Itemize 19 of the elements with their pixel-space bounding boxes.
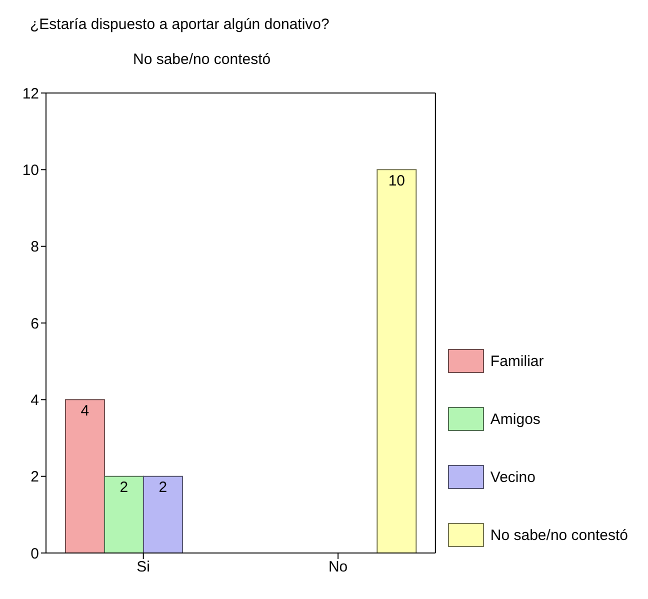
chart-subtitle: No sabe/no contestó: [132, 50, 272, 68]
legend-label: Familiar: [490, 352, 544, 370]
legend-label: Vecino: [490, 468, 536, 486]
legend-label: No sabe/no contestó: [490, 526, 628, 544]
data-label: 2: [158, 478, 168, 496]
chart-title: ¿Estaría dispuesto a aportar algún donativo?: [29, 15, 330, 33]
y-tick-label: 6: [30, 315, 39, 332]
data-label: 2: [120, 478, 128, 496]
data-label: 4: [80, 402, 90, 420]
data-label: 10: [388, 172, 406, 190]
y-tick-label: 4: [30, 392, 39, 409]
y-tick-label: 2: [30, 468, 39, 486]
x-tick-label: Si: [136, 558, 150, 576]
y-tick-label: 12: [22, 85, 39, 102]
legend-label: Amigos: [490, 410, 540, 428]
x-tick-label: No: [328, 558, 348, 576]
y-tick-label: 0: [30, 545, 39, 562]
y-tick-label: 8: [30, 238, 39, 256]
y-tick-label: 10: [22, 162, 39, 179]
